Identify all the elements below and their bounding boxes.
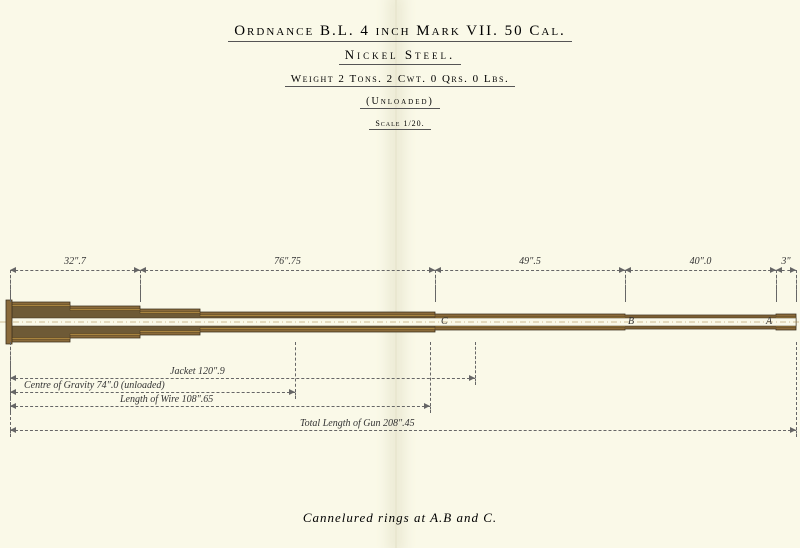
dimension-extension [140,270,141,302]
dimension-line [625,270,776,271]
dimension-label: Total Length of Gun 208".45 [300,418,415,429]
ring-point-label: A [766,316,772,327]
dimension-extension [10,342,11,430]
title-line-4: (Unloaded) [360,96,440,109]
dimension-line [10,270,140,271]
title-line-1: Ordnance B.L. 4 inch Mark VII. 50 Cal. [228,23,572,42]
dimension-line [10,392,295,393]
dimension-extension [475,342,476,378]
dimension-extension [435,270,436,302]
dimension-label: Jacket 120".9 [170,366,225,377]
dimension-extension [776,270,777,302]
gun-cross-section-svg [0,270,800,470]
ring-point-label: C [441,316,448,327]
dimension-line [140,270,435,271]
ring-point-label: B [628,316,634,327]
dimension-extension [295,342,296,392]
title-line-2: Nickel Steel. [339,47,462,65]
dimension-line [435,270,625,271]
dimension-extension [10,270,11,302]
dimension-extension [796,342,797,430]
title-line-3: Weight 2 Tons. 2 Cwt. 0 Qrs. 0 Lbs. [285,73,515,87]
gun-drawing: 32".776".7549".540".03"Jacket 120".9Cent… [0,270,800,470]
footer-note: Cannelured rings at A.B and C. [0,510,800,526]
dimension-label: 49".5 [500,256,560,267]
dimension-extension [796,270,797,302]
dimension-label: 3" [756,256,800,267]
dimension-label: 40".0 [671,256,731,267]
dimension-label: 76".75 [258,256,318,267]
dimension-label: Length of Wire 108".65 [120,394,213,405]
title-block: Ordnance B.L. 4 inch Mark VII. 50 Cal. N… [0,22,800,134]
dimension-line [10,406,430,407]
dimension-line [10,430,796,431]
dimension-line [10,378,475,379]
dimension-label: Centre of Gravity 74".0 (unloaded) [24,380,165,391]
dimension-extension [430,342,431,406]
dimension-extension [625,270,626,302]
dimension-label: 32".7 [45,256,105,267]
title-line-5: Scale 1/20. [369,119,430,130]
